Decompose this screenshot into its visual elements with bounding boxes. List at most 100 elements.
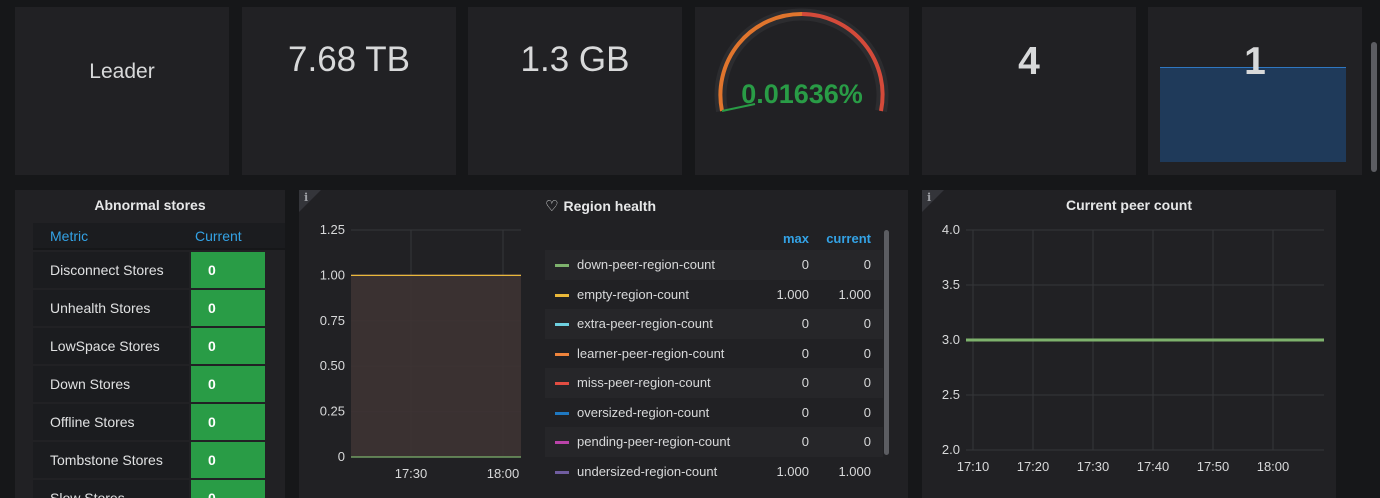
legend-current: 0 (863, 316, 871, 331)
legend-column-max[interactable]: max (782, 231, 809, 246)
legend-label[interactable]: learner-peer-region-count (577, 345, 725, 361)
store-metric-value: 0 (191, 290, 265, 326)
y-tick-label: 1.00 (320, 267, 345, 282)
legend-max: 0 (801, 345, 809, 361)
store-metric-value: 0 (191, 252, 265, 288)
legend-swatch[interactable] (555, 470, 569, 474)
y-tick-label: 1.25 (320, 222, 345, 237)
stat-panel-leader[interactable]: Leader (15, 7, 229, 175)
legend-item[interactable]: down-peer-region-count 0 0 (545, 250, 883, 280)
store-metric-value: 0 (191, 404, 265, 440)
legend-max: 1.000 (776, 286, 809, 302)
area-fill (351, 275, 521, 457)
peer-count-chart[interactable]: 4.0 3.5 3.0 2.5 2.0 17:10 17:20 17:30 17:40 17:50… (922, 190, 1336, 490)
legend-swatch[interactable] (555, 411, 569, 415)
legend-swatch[interactable] (555, 352, 569, 356)
x-tick-label: 17:20 (1017, 459, 1050, 474)
panel-title: Current peer count (1065, 197, 1192, 213)
info-icon[interactable]: i (304, 191, 309, 204)
page-scrollbar[interactable] (1371, 42, 1377, 172)
legend-swatch[interactable] (555, 382, 569, 385)
table-body: Disconnect Stores 0 Unhealth Stores 0 LowSpa… (33, 252, 285, 498)
legend-current: 0 (863, 257, 871, 272)
x-tick-label: 18:00 (487, 466, 520, 481)
gauge (714, 8, 889, 113)
legend-swatch[interactable] (555, 323, 569, 326)
legend-swatch[interactable] (555, 441, 569, 444)
legend-swatch[interactable] (555, 293, 569, 297)
gauge-panel[interactable]: 0.01636% (695, 7, 909, 175)
legend-current: 1.000 (838, 463, 871, 479)
legend-label[interactable]: extra-peer-region-count (577, 316, 713, 331)
info-icon[interactable]: i (927, 191, 932, 204)
gauge-needle (721, 103, 756, 112)
legend-current: 1.000 (838, 286, 871, 302)
legend-item[interactable]: learner-peer-region-count 0 0 (545, 339, 883, 369)
legend-label[interactable]: miss-peer-region-count (577, 375, 711, 390)
store-metric-name: Unhealth Stores (33, 290, 189, 326)
store-metric-name: Tombstone Stores (33, 442, 189, 478)
stat-panel-capacity[interactable]: 7.68 TB (242, 7, 456, 175)
capacity-value: 7.68 TB (288, 40, 410, 79)
legend-item[interactable]: undersized-region-count 1.000 1.000 (545, 457, 883, 487)
gauge-threshold-red (801, 12, 885, 112)
y-tick-label: 3.0 (942, 332, 960, 347)
stat-panel-used[interactable]: 1.3 GB (468, 7, 682, 175)
y-tick-label: 0.75 (320, 313, 345, 328)
abnormal-stores-table: Metric Current Disconnect Stores 0 Unhealt… (33, 223, 285, 498)
legend-label[interactable]: undersized-region-count (577, 463, 718, 479)
count-b-value: 1 (1244, 40, 1266, 83)
info-corner[interactable] (922, 190, 944, 212)
store-metric-value: 0 (191, 328, 265, 364)
info-corner[interactable] (299, 190, 321, 212)
stat-panel-count-a[interactable]: 4 (922, 7, 1136, 175)
legend-column-current[interactable]: current (826, 231, 871, 246)
legend-label[interactable]: empty-region-count (577, 286, 689, 302)
legend-label[interactable]: oversized-region-count (577, 404, 710, 420)
legend-label[interactable]: pending-peer-region-count (577, 434, 731, 449)
legend-scrollbar[interactable] (884, 230, 889, 455)
y-tick-label: 0.50 (320, 358, 345, 373)
sparkline-area (1160, 67, 1346, 162)
peer-count-panel: i Current peer count 4.0 3.5 3.0 2.5 2.0 17:1… (922, 190, 1336, 498)
region-health-header: ♡ Region health (545, 197, 656, 215)
legend-body: down-peer-region-count 0 0 empty-region-cou… (545, 250, 883, 486)
x-tick-label: 17:50 (1197, 459, 1230, 474)
legend-current: 0 (863, 345, 871, 361)
store-metric-value: 0 (191, 480, 265, 498)
leader-value: Leader (89, 60, 155, 83)
stat-panel-count-b[interactable]: 1 (1148, 7, 1362, 175)
column-metric[interactable]: Metric (50, 227, 89, 244)
legend-swatch[interactable] (555, 264, 569, 267)
legend-item[interactable]: pending-peer-region-count 0 0 (545, 427, 883, 457)
store-metric-name: Offline Stores (33, 404, 189, 440)
legend-item[interactable]: miss-peer-region-count 0 0 (545, 368, 883, 398)
legend-max: 0 (801, 404, 809, 420)
legend-item[interactable]: extra-peer-region-count 0 0 (545, 309, 883, 339)
legend-header: max current (545, 228, 883, 250)
table-row: Offline Stores 0 (33, 404, 285, 440)
x-tick-label: 17:30 (1077, 459, 1110, 474)
store-metric-value: 0 (191, 366, 265, 402)
region-health-legend: max current down-peer-region-count 0 0 empt… (545, 228, 883, 486)
table-row: Slow Stores 0 (33, 480, 285, 498)
gauge-value: 0.01636% (741, 79, 863, 109)
legend-current: 0 (863, 404, 871, 420)
y-tick-label: 2.0 (942, 442, 960, 457)
legend-label[interactable]: down-peer-region-count (577, 257, 716, 272)
x-tick-label: 18:00 (1257, 459, 1290, 474)
y-tick-label: 4.0 (942, 222, 960, 237)
x-tick-label: 17:10 (957, 459, 990, 474)
legend-max: 0 (801, 316, 809, 331)
region-health-chart[interactable]: 1.25 1.00 0.75 0.50 0.25 0 17:30 18:00 (299, 190, 539, 490)
used-value: 1.3 GB (520, 40, 630, 79)
table-header: Metric Current (33, 223, 285, 250)
legend-item[interactable]: empty-region-count 1.000 1.000 (545, 280, 883, 310)
y-tick-label: 0.25 (320, 404, 345, 419)
legend-item[interactable]: oversized-region-count 0 0 (545, 398, 883, 428)
table-row: Down Stores 0 (33, 366, 285, 402)
column-current[interactable]: Current (195, 227, 242, 244)
table-row: Tombstone Stores 0 (33, 442, 285, 478)
x-tick-label: 17:30 (395, 466, 428, 481)
store-metric-name: LowSpace Stores (33, 328, 189, 364)
